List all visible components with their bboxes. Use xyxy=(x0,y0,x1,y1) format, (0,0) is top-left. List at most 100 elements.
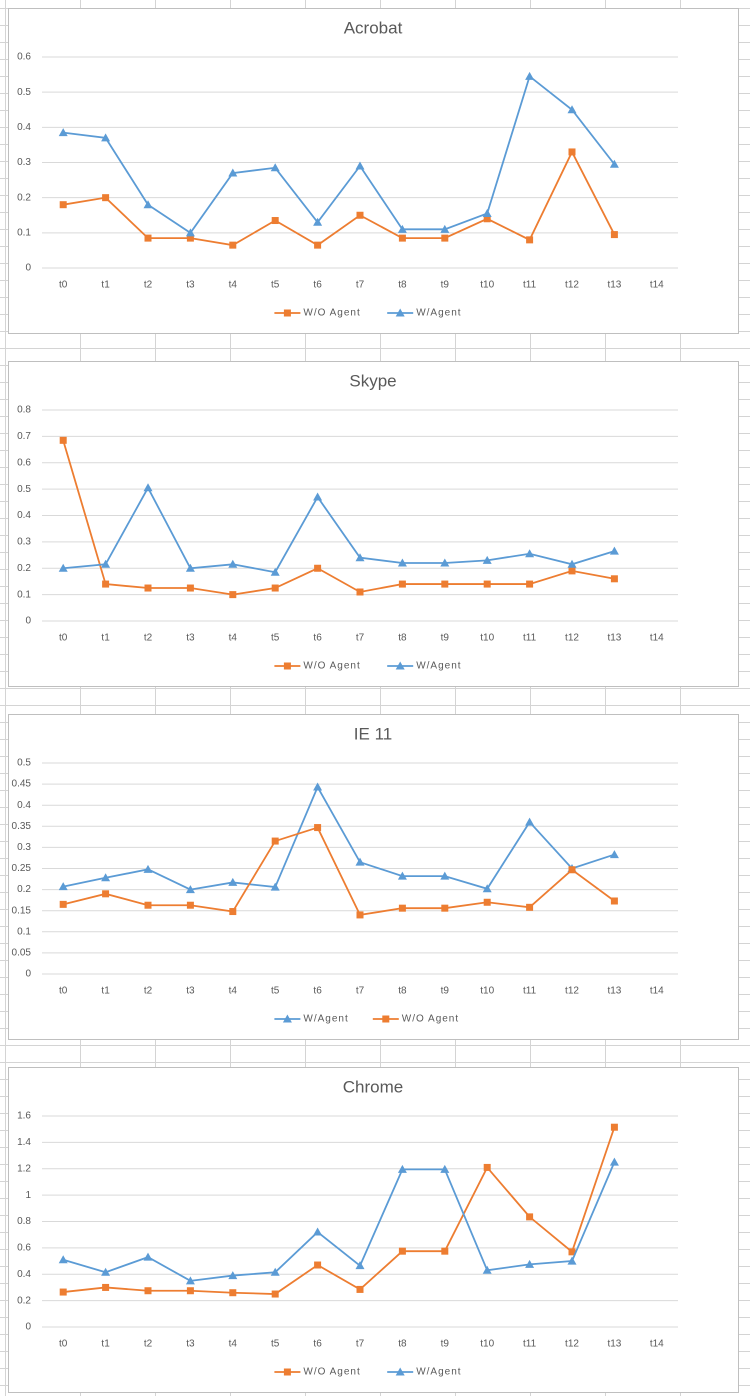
data-point xyxy=(314,564,322,572)
data-point xyxy=(482,884,492,893)
data-point xyxy=(525,817,535,826)
data-point xyxy=(568,866,576,874)
data-point xyxy=(397,871,407,880)
data-point xyxy=(313,782,323,791)
data-point xyxy=(314,1261,322,1269)
x-tick-label: t2 xyxy=(144,280,153,291)
x-tick-label: t0 xyxy=(59,280,68,291)
x-tick-label: t2 xyxy=(144,1339,153,1350)
data-point xyxy=(229,241,237,249)
y-tick-label: 0.3 xyxy=(17,537,31,548)
y-tick-label: 1.2 xyxy=(17,1163,31,1174)
data-point xyxy=(186,901,194,909)
x-tick-label: t5 xyxy=(271,633,280,644)
data-point xyxy=(397,558,407,567)
data-point xyxy=(101,873,111,882)
data-point xyxy=(58,563,68,572)
x-tick-label: t12 xyxy=(565,1339,579,1350)
data-point xyxy=(271,837,279,845)
y-tick-label: 1 xyxy=(25,1190,31,1201)
y-tick-label: 0.1 xyxy=(17,926,31,937)
data-point xyxy=(567,1256,577,1265)
data-point xyxy=(609,546,619,555)
x-tick-label: t8 xyxy=(398,986,407,997)
data-point xyxy=(102,194,110,202)
y-tick-label: 1.6 xyxy=(17,1111,31,1122)
series-line xyxy=(63,149,616,247)
data-point xyxy=(356,1285,364,1293)
data-point xyxy=(313,217,323,226)
data-point xyxy=(143,1252,153,1261)
x-tick-label: t1 xyxy=(101,280,110,291)
data-point xyxy=(143,864,153,873)
data-point xyxy=(482,1265,492,1274)
y-tick-label: 0.2 xyxy=(17,563,31,574)
data-point xyxy=(483,215,491,223)
legend-marker xyxy=(283,309,291,317)
data-point xyxy=(185,885,195,894)
x-tick-label: t4 xyxy=(229,986,238,997)
y-tick-label: 1.4 xyxy=(17,1137,31,1148)
data-point xyxy=(270,163,280,172)
legend-label: W/Agent xyxy=(303,1014,348,1025)
x-tick-label: t3 xyxy=(186,1339,195,1350)
data-point xyxy=(398,234,406,242)
data-point xyxy=(567,105,577,114)
y-tick-label: 0.2 xyxy=(17,1295,31,1306)
x-tick-label: t14 xyxy=(650,1339,664,1350)
data-point xyxy=(59,1288,67,1296)
x-tick-label: t12 xyxy=(565,633,579,644)
x-tick-label: t8 xyxy=(398,1339,407,1350)
x-tick-label: t9 xyxy=(441,986,450,997)
chart-panel xyxy=(8,361,739,687)
legend-marker xyxy=(395,1367,405,1376)
data-point xyxy=(609,159,619,168)
y-tick-label: 0 xyxy=(25,616,31,627)
data-point xyxy=(144,234,152,242)
series-line xyxy=(62,440,615,596)
x-tick-label: t7 xyxy=(356,280,365,291)
data-point xyxy=(143,200,153,209)
y-tick-label: 0.25 xyxy=(12,863,32,874)
x-tick-label: t1 xyxy=(101,986,110,997)
y-tick-label: 0.3 xyxy=(17,842,31,853)
data-point xyxy=(397,1164,407,1173)
x-tick-label: t11 xyxy=(523,280,537,291)
x-tick-label: t3 xyxy=(186,633,195,644)
x-tick-label: t3 xyxy=(186,280,195,291)
data-point xyxy=(270,567,280,576)
x-tick-label: t11 xyxy=(523,633,537,644)
data-point xyxy=(270,882,280,891)
data-point xyxy=(482,208,492,217)
data-point xyxy=(355,1261,365,1270)
x-tick-label: t4 xyxy=(229,280,238,291)
y-tick-label: 0.8 xyxy=(17,405,31,416)
y-tick-label: 0.6 xyxy=(17,457,31,468)
data-point xyxy=(356,211,364,219)
x-tick-label: t10 xyxy=(480,986,494,997)
data-point xyxy=(144,1287,152,1295)
chart-title: Acrobat xyxy=(344,18,403,37)
x-tick-label: t8 xyxy=(398,633,407,644)
x-tick-label: t7 xyxy=(356,1339,365,1350)
y-tick-label: 0.4 xyxy=(17,1269,31,1280)
data-point xyxy=(355,161,365,170)
y-tick-label: 0.2 xyxy=(17,884,31,895)
data-point xyxy=(355,857,365,866)
data-point xyxy=(483,580,491,588)
y-tick-label: 0 xyxy=(25,263,31,274)
x-tick-label: t12 xyxy=(565,280,579,291)
data-point xyxy=(568,567,576,575)
data-point xyxy=(441,1247,449,1255)
legend-label: W/Agent xyxy=(416,1367,461,1378)
legend-label: W/O Agent xyxy=(303,1367,360,1378)
chart-panel xyxy=(8,714,739,1040)
legend-label: W/Agent xyxy=(416,308,461,319)
data-point xyxy=(271,584,279,592)
data-point xyxy=(398,580,406,588)
data-point xyxy=(58,128,68,137)
y-tick-label: 0 xyxy=(25,1322,31,1333)
y-tick-label: 0.4 xyxy=(17,122,31,133)
data-point xyxy=(186,1287,194,1295)
x-tick-label: t13 xyxy=(607,633,621,644)
